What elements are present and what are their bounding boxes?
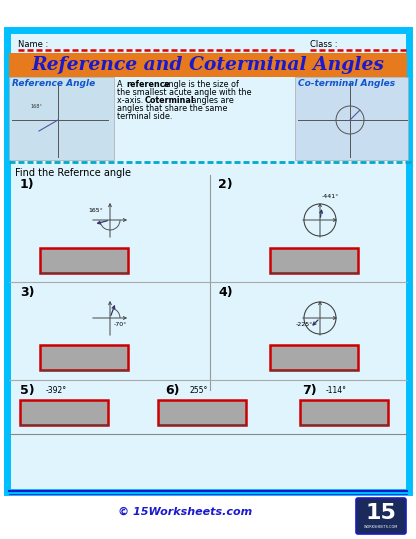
Text: Reference Angle: Reference Angle	[12, 79, 95, 88]
FancyBboxPatch shape	[40, 345, 128, 370]
FancyBboxPatch shape	[158, 400, 246, 425]
Text: 3): 3)	[20, 286, 35, 299]
Text: reference: reference	[126, 80, 170, 89]
FancyBboxPatch shape	[9, 53, 407, 77]
Text: Coterminal: Coterminal	[145, 96, 195, 105]
Text: the smallest acute angle with the: the smallest acute angle with the	[117, 88, 252, 97]
Text: angle is the size of: angle is the size of	[161, 80, 239, 89]
Text: Class :: Class :	[310, 40, 337, 49]
Text: 4): 4)	[218, 286, 233, 299]
Text: angles are: angles are	[189, 96, 234, 105]
Text: 15: 15	[366, 503, 396, 523]
FancyBboxPatch shape	[356, 498, 406, 534]
FancyBboxPatch shape	[9, 77, 114, 160]
Text: Reference and Coterminal Angles: Reference and Coterminal Angles	[32, 56, 384, 74]
FancyBboxPatch shape	[295, 77, 408, 160]
Text: 255°: 255°	[190, 386, 208, 395]
Text: angles that share the same: angles that share the same	[117, 104, 228, 113]
Text: -392°: -392°	[46, 386, 67, 395]
FancyBboxPatch shape	[40, 248, 128, 273]
FancyBboxPatch shape	[20, 400, 108, 425]
Text: -225°: -225°	[296, 322, 313, 327]
Text: Name :: Name :	[18, 40, 48, 49]
FancyBboxPatch shape	[300, 400, 388, 425]
Text: 168°: 168°	[30, 104, 42, 109]
Text: 2): 2)	[218, 178, 233, 191]
Text: Find the Refernce angle: Find the Refernce angle	[15, 168, 131, 178]
Text: -114°: -114°	[326, 386, 347, 395]
Text: Co-terminal Angles: Co-terminal Angles	[298, 79, 395, 88]
Text: A: A	[117, 80, 125, 89]
Text: 7): 7)	[302, 384, 317, 397]
Text: 6): 6)	[165, 384, 179, 397]
Text: -70°: -70°	[114, 322, 127, 327]
Text: 5): 5)	[20, 384, 35, 397]
Text: terminal side.: terminal side.	[117, 112, 172, 121]
FancyBboxPatch shape	[270, 345, 358, 370]
Text: 1): 1)	[20, 178, 35, 191]
Text: 165°: 165°	[88, 208, 103, 213]
FancyBboxPatch shape	[7, 30, 409, 492]
Text: x-axis.: x-axis.	[117, 96, 146, 105]
Text: © 15Worksheets.com: © 15Worksheets.com	[118, 507, 252, 517]
Text: -441°: -441°	[322, 194, 339, 199]
FancyBboxPatch shape	[270, 248, 358, 273]
Text: WORKSHEETS.COM: WORKSHEETS.COM	[364, 525, 398, 529]
